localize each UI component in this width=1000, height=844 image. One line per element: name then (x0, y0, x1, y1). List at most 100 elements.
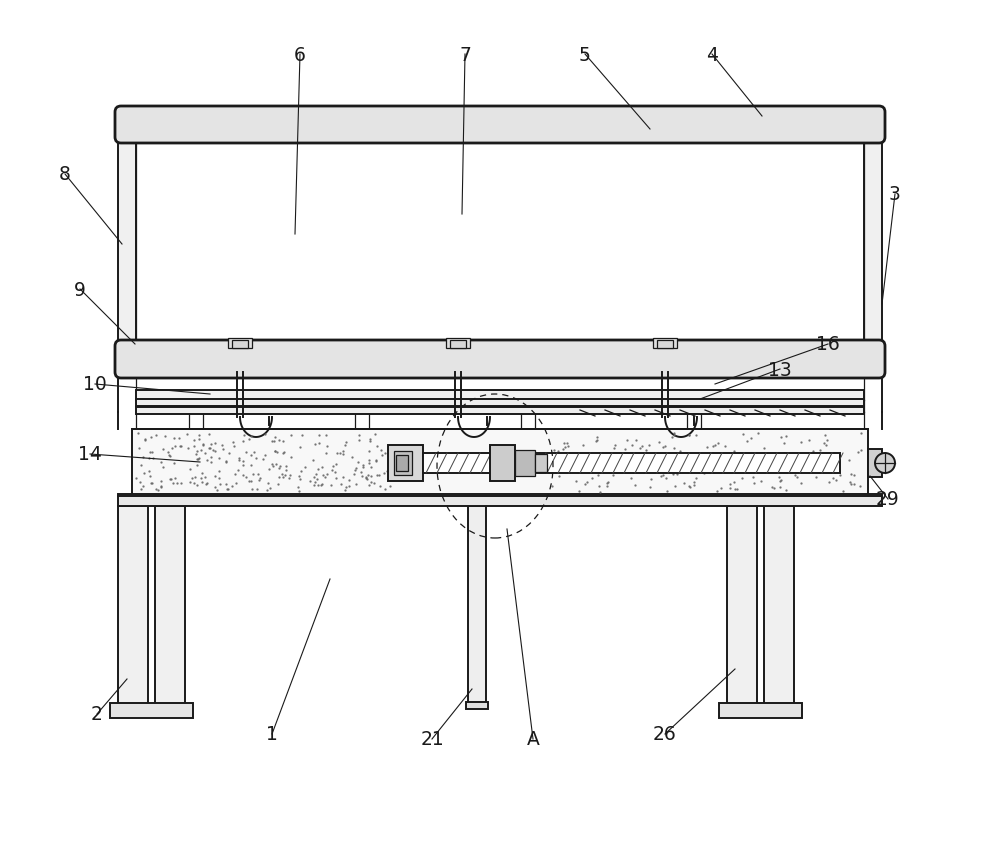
Point (338, 436, 354, 450)
Point (597, 464, 613, 478)
Point (555, 443, 571, 457)
Point (212, 477, 228, 490)
Text: 3: 3 (889, 186, 901, 204)
Point (209, 484, 225, 497)
Point (592, 485, 608, 499)
Point (842, 475, 858, 489)
Point (801, 434, 817, 447)
Point (264, 435, 280, 448)
Point (207, 470, 223, 484)
Point (722, 478, 738, 491)
Point (702, 459, 718, 473)
Point (794, 455, 810, 468)
Bar (515, 451, 535, 476)
Point (679, 465, 695, 479)
Point (236, 429, 252, 442)
Point (705, 446, 721, 460)
Point (696, 450, 712, 463)
Bar (136, 399, 864, 407)
Point (141, 464, 157, 478)
Point (843, 478, 859, 491)
Point (552, 457, 568, 471)
Point (732, 449, 748, 463)
Point (238, 470, 254, 484)
Point (186, 440, 202, 453)
Point (179, 428, 195, 441)
Point (627, 479, 643, 492)
Bar (727, 506, 757, 704)
Point (155, 443, 171, 457)
Point (224, 479, 240, 493)
Point (805, 445, 821, 458)
Point (623, 472, 639, 485)
Point (577, 478, 593, 491)
Bar (388, 446, 423, 481)
Point (215, 443, 231, 457)
Point (658, 472, 674, 485)
Point (612, 454, 628, 468)
Point (302, 475, 318, 489)
Point (636, 451, 652, 464)
Point (194, 467, 210, 480)
Text: 4: 4 (706, 46, 718, 64)
Point (250, 468, 266, 482)
Point (132, 476, 148, 490)
Point (166, 432, 182, 446)
Point (816, 436, 832, 450)
Point (275, 471, 291, 484)
Point (306, 479, 322, 492)
Point (281, 472, 297, 485)
Point (832, 468, 848, 482)
Point (184, 472, 200, 485)
Point (162, 450, 178, 463)
Point (630, 460, 646, 473)
Point (605, 468, 621, 482)
Bar (466, 702, 488, 709)
Point (297, 461, 313, 474)
Point (846, 469, 862, 483)
Point (355, 461, 371, 474)
Point (148, 482, 164, 495)
Point (143, 477, 159, 490)
Point (682, 459, 698, 473)
Point (601, 463, 617, 476)
Point (688, 472, 704, 485)
Point (686, 475, 702, 489)
Bar (719, 703, 802, 718)
Text: 14: 14 (78, 445, 102, 464)
Point (717, 440, 733, 453)
Point (362, 435, 378, 448)
Point (373, 444, 389, 457)
Text: 16: 16 (816, 335, 840, 354)
Point (722, 482, 738, 495)
Point (164, 442, 180, 456)
Point (191, 452, 207, 465)
Point (228, 477, 244, 490)
Point (560, 440, 576, 453)
Point (214, 439, 230, 452)
Point (566, 457, 582, 471)
Point (243, 458, 259, 472)
Point (629, 450, 645, 463)
Point (205, 444, 221, 457)
Point (246, 446, 262, 459)
Point (211, 452, 227, 465)
Point (328, 472, 344, 485)
Point (597, 451, 613, 464)
Point (544, 480, 560, 494)
Point (358, 470, 374, 484)
Point (218, 454, 234, 468)
Point (193, 472, 209, 485)
Bar (228, 338, 252, 349)
Point (590, 468, 606, 482)
Point (681, 429, 697, 442)
Point (276, 446, 292, 459)
Point (207, 436, 223, 450)
Point (243, 430, 259, 444)
Point (199, 477, 215, 490)
Point (190, 453, 206, 467)
Point (249, 482, 265, 495)
Point (723, 451, 739, 464)
Point (793, 476, 809, 490)
Point (828, 473, 844, 487)
